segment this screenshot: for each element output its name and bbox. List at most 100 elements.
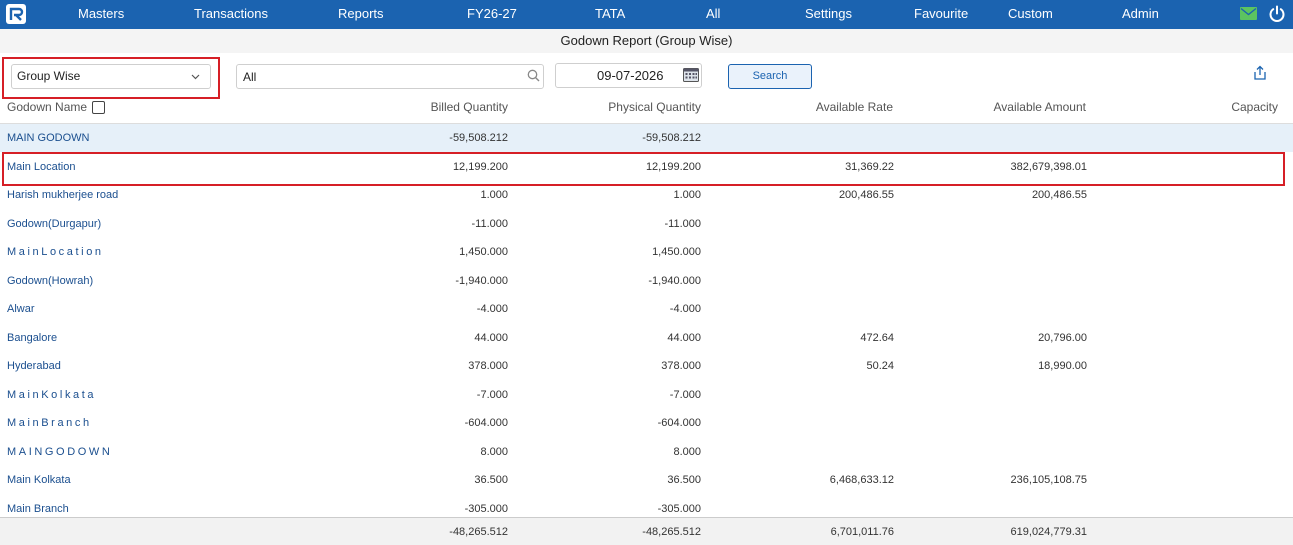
physical-quantity-cell: -11.000 xyxy=(664,217,702,230)
billed-quantity-cell: 8.000 xyxy=(480,445,508,458)
godown-name-cell[interactable]: Main Location xyxy=(7,160,76,173)
nav-favourite[interactable]: Favourite xyxy=(914,6,969,21)
power-icon[interactable] xyxy=(1268,5,1286,23)
column-header-physical-quantity[interactable]: Physical Quantity xyxy=(608,100,701,114)
godown-name-cell[interactable]: Bangalore xyxy=(7,331,58,344)
godown-name-cell[interactable]: MainBranch xyxy=(7,417,92,429)
mail-icon[interactable] xyxy=(1240,7,1257,20)
available-rate-cell: 200,486.55 xyxy=(838,189,894,201)
physical-quantity-cell: -59,508.212 xyxy=(642,132,701,144)
billed-quantity-cell: 44.000 xyxy=(474,331,508,344)
column-header-billed-quantity[interactable]: Billed Quantity xyxy=(430,100,508,114)
table-row[interactable]: MainBranch -604.000 -604.000 xyxy=(0,409,1293,437)
billed-quantity-cell: 1,450.000 xyxy=(459,246,508,258)
godown-name-cell[interactable]: Harish mukherjee road xyxy=(7,189,119,201)
group-wise-select[interactable]: Group Wise xyxy=(11,64,211,89)
table-row[interactable]: Alwar -4.000 -4.000 xyxy=(0,295,1293,323)
table-row[interactable]: Godown(Howrah) -1,940.000 -1,940.000 xyxy=(0,267,1293,295)
available-amount-cell: 236,105,108.75 xyxy=(1010,474,1087,486)
godown-name-cell[interactable]: Godown(Howrah) xyxy=(7,274,94,287)
physical-quantity-cell: 36.500 xyxy=(667,474,701,486)
billed-quantity-cell: 12,199.200 xyxy=(452,160,508,173)
godown-name-cell[interactable]: Alwar xyxy=(7,303,35,315)
available-amount-cell: 18,990.00 xyxy=(1038,360,1087,372)
table-row[interactable]: Godown(Durgapur) -11.000 -11.000 xyxy=(0,210,1293,238)
physical-quantity-cell: 8.000 xyxy=(673,445,701,458)
nav-admin[interactable]: Admin xyxy=(1122,6,1159,21)
available-rate-cell: 31,369.22 xyxy=(845,160,894,173)
godown-filter-input[interactable] xyxy=(236,64,544,89)
billed-quantity-cell: -305.000 xyxy=(464,502,508,515)
billed-quantity-cell: -7.000 xyxy=(476,388,508,401)
table-row[interactable]: MainKolkata -7.000 -7.000 xyxy=(0,381,1293,409)
available-rate-cell: 50.24 xyxy=(866,360,894,372)
godown-name-cell[interactable]: MainLocation xyxy=(7,246,104,258)
date-field[interactable]: 09-07-2026 xyxy=(555,63,702,88)
physical-quantity-cell: -1,940.000 xyxy=(648,274,701,287)
nav-company[interactable]: TATA xyxy=(595,6,626,21)
nav-settings[interactable]: Settings xyxy=(805,6,852,21)
search-icon[interactable] xyxy=(527,69,540,82)
table-row[interactable]: MAINGODOWN 8.000 8.000 xyxy=(0,438,1293,466)
column-header-godown-name[interactable]: Godown Name xyxy=(7,100,88,114)
table-row[interactable]: Bangalore 44.000 44.000 472.64 20,796.00 xyxy=(0,324,1293,352)
select-all-checkbox[interactable] xyxy=(92,101,105,114)
available-amount-cell: 382,679,398.01 xyxy=(1010,160,1087,173)
nav-transactions[interactable]: Transactions xyxy=(194,6,268,21)
table-row[interactable]: MAIN GODOWN -59,508.212 -59,508.212 xyxy=(0,124,1293,152)
export-icon[interactable] xyxy=(1252,65,1268,81)
highlight-box-group-select xyxy=(2,57,220,99)
app-logo-icon[interactable] xyxy=(6,4,26,24)
column-header-capacity[interactable]: Capacity xyxy=(1231,100,1278,114)
billed-quantity-cell: -11.000 xyxy=(471,217,509,230)
available-amount-cell: 20,796.00 xyxy=(1038,331,1087,344)
godown-name-cell[interactable]: Main Branch xyxy=(7,502,69,515)
column-header-available-rate[interactable]: Available Rate xyxy=(815,100,893,114)
billed-quantity-cell: 36.500 xyxy=(474,474,508,486)
nav-masters[interactable]: Masters xyxy=(78,6,125,21)
nav-custom[interactable]: Custom xyxy=(1008,6,1053,21)
godown-name-cell[interactable]: Main Kolkata xyxy=(7,474,71,486)
physical-quantity-cell: -604.000 xyxy=(657,417,701,429)
physical-quantity-cell: -305.000 xyxy=(657,502,701,515)
godown-name-cell[interactable]: Godown(Durgapur) xyxy=(7,217,102,230)
table-row[interactable]: Main Location 12,199.200 12,199.200 31,369.… xyxy=(0,153,1293,181)
calendar-icon[interactable] xyxy=(683,68,699,82)
physical-quantity-cell: 1.000 xyxy=(673,189,701,201)
available-amount-cell: 200,486.55 xyxy=(1031,189,1087,201)
physical-quantity-cell: -4.000 xyxy=(669,303,701,315)
totals-row: -48,265.512 -48,265.512 6,701,011.76 619… xyxy=(0,517,1293,545)
billed-quantity-cell: 378.000 xyxy=(468,360,508,372)
table-row[interactable]: Main Branch -305.000 -305.000 xyxy=(0,495,1293,523)
nav-reports[interactable]: Reports xyxy=(338,6,384,21)
godown-name-cell[interactable]: MainKolkata xyxy=(7,388,97,401)
group-wise-select-value: Group Wise xyxy=(17,69,81,83)
table-row[interactable]: Main Kolkata 36.500 36.500 6,468,633.12 236,… xyxy=(0,466,1293,494)
table-row[interactable]: Hyderabad 378.000 378.000 50.24 18,990.00 xyxy=(0,352,1293,380)
godown-name-cell[interactable]: MAINGODOWN xyxy=(7,445,113,458)
total-physical-quantity: -48,265.512 xyxy=(642,526,701,538)
godown-name-cell[interactable]: Hyderabad xyxy=(7,360,61,372)
billed-quantity-cell: -604.000 xyxy=(464,417,508,429)
physical-quantity-cell: 378.000 xyxy=(661,360,701,372)
physical-quantity-cell: 12,199.200 xyxy=(645,160,701,173)
nav-fiscal-year[interactable]: FY26-27 xyxy=(467,6,517,21)
column-header-available-amount[interactable]: Available Amount xyxy=(993,100,1086,114)
top-nav-bar: Masters Transactions Reports FY26-27 TAT… xyxy=(0,0,1293,29)
total-billed-quantity: -48,265.512 xyxy=(449,526,508,538)
highlight-box-main-location-row xyxy=(2,152,1285,186)
billed-quantity-cell: -1,940.000 xyxy=(455,274,508,287)
table-row[interactable]: Harish mukherjee road 1.000 1.000 200,486.5… xyxy=(0,181,1293,209)
physical-quantity-cell: -7.000 xyxy=(669,388,701,401)
total-available-amount: 619,024,779.31 xyxy=(1010,526,1087,538)
search-button[interactable]: Search xyxy=(728,64,812,89)
godown-name-cell[interactable]: MAIN GODOWN xyxy=(7,132,90,144)
billed-quantity-cell: 1.000 xyxy=(480,189,508,201)
billed-quantity-cell: -4.000 xyxy=(476,303,508,315)
table-row[interactable]: MainLocation 1,450.000 1,450.000 xyxy=(0,238,1293,266)
date-field-value: 09-07-2026 xyxy=(597,68,664,83)
physical-quantity-cell: 1,450.000 xyxy=(652,246,701,258)
billed-quantity-cell: -59,508.212 xyxy=(449,132,508,144)
nav-all[interactable]: All xyxy=(706,6,721,21)
physical-quantity-cell: 44.000 xyxy=(667,331,701,344)
